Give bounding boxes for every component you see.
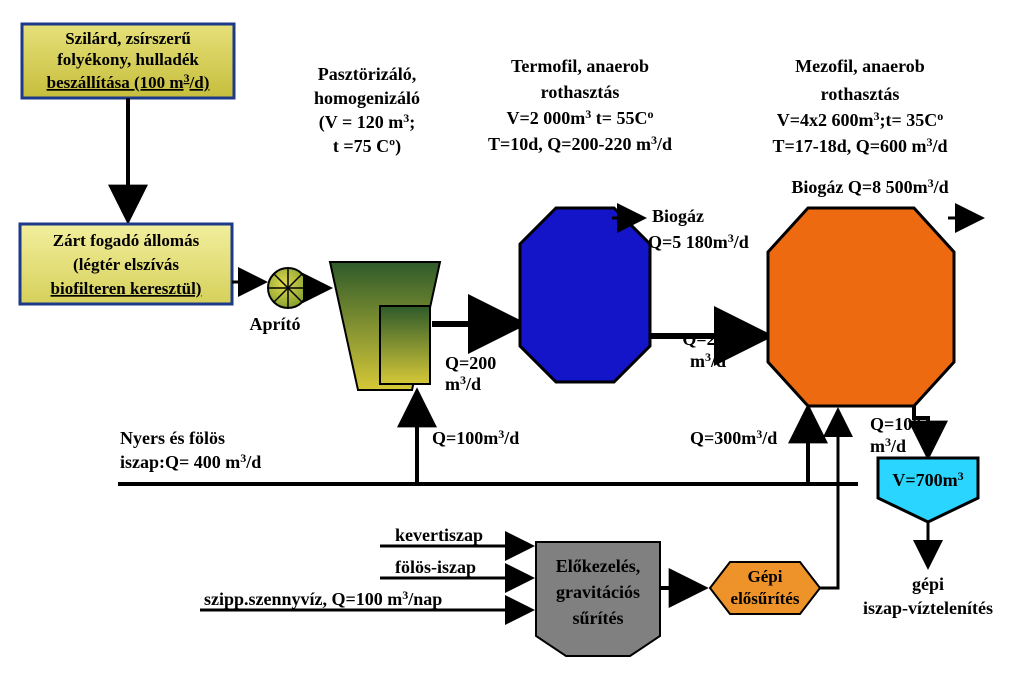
biogas-thermo-b: Q=5 180m3/d <box>648 231 749 252</box>
svg-text:V=700m3: V=700m3 <box>892 469 963 490</box>
input-box: Szilárd, zsírszerű folyékony, hulladék b… <box>22 24 234 98</box>
svg-text:Pasztörizáló,: Pasztörizáló, <box>318 64 416 84</box>
kevert-label: kevertiszap <box>395 525 483 545</box>
svg-text:elősűrítés: elősűrítés <box>731 589 800 608</box>
receiver-box: Zárt fogadó állomás (légtér elszívás bio… <box>20 224 232 304</box>
svg-text:T=17-18d, Q=600 m3/d: T=17-18d, Q=600 m3/d <box>772 135 947 156</box>
flow-q300: Q=300m3/d <box>690 427 777 448</box>
biogas-thermo-a: Biogáz <box>652 206 704 226</box>
svg-text:rothasztás: rothasztás <box>821 84 900 104</box>
svg-text:Gépi: Gépi <box>748 567 783 586</box>
raw-sludge-a: Nyers és fölös <box>120 428 225 448</box>
svg-text:(légtér elszívás: (légtér elszívás <box>73 255 179 274</box>
pasteurizer-shape <box>330 262 440 390</box>
flow-q200-2a: Q=200 <box>682 329 733 349</box>
flow-q100-down-a: Q=100 <box>870 414 921 434</box>
svg-text:sűrítés: sűrítés <box>573 608 624 628</box>
svg-text:gravitációs: gravitációs <box>556 582 640 602</box>
mesophilic-title: Mezofil, anaerob rothasztás V=4x2 600m3;… <box>772 56 948 197</box>
svg-text:T=10d, Q=200-220 m3/d: T=10d, Q=200-220 m3/d <box>488 133 672 154</box>
flow-q100-down-b: m3/d <box>870 435 906 456</box>
thermophilic-title: Termofil, anaerob rothasztás V=2 000m3 t… <box>488 56 672 154</box>
flow-q200-2b: m3/d <box>690 350 726 371</box>
dewater-a: gépi <box>912 574 944 594</box>
svg-text:V=2 000m3 t= 55Co: V=2 000m3 t= 55Co <box>507 107 654 128</box>
svg-text:folyékony, hulladék: folyékony, hulladék <box>57 50 199 69</box>
svg-text:homogenizáló: homogenizáló <box>314 88 420 108</box>
raw-sludge-b: iszap:Q= 400 m3/d <box>120 451 261 472</box>
svg-text:Szilárd, zsírszerű: Szilárd, zsírszerű <box>65 29 191 48</box>
folos-label: fölös-iszap <box>395 557 476 577</box>
pasteurizer-title: Pasztörizáló, homogenizáló (V = 120 m3; … <box>314 64 420 157</box>
svg-text:rothasztás: rothasztás <box>541 82 620 102</box>
pretreatment-box: Előkezelés, gravitációs sűrítés <box>536 542 660 656</box>
mesophilic-reactor <box>768 208 954 406</box>
buffer-tank: V=700m3 <box>878 458 978 522</box>
thermophilic-reactor <box>520 208 650 382</box>
arrow-thick-meso <box>820 412 838 588</box>
flow-q100-up: Q=100m3/d <box>432 427 519 448</box>
svg-text:V=4x2 600m3;t= 35Co: V=4x2 600m3;t= 35Co <box>777 109 944 130</box>
svg-text:Mezofil, anaerob: Mezofil, anaerob <box>795 56 925 76</box>
grinder-shape: Aprító <box>250 268 309 334</box>
thickener-box: Gépi elősűrítés <box>710 562 820 614</box>
dewater-b: iszap-víztelenítés <box>863 598 993 618</box>
svg-text:(V = 120 m3;: (V = 120 m3; <box>319 111 415 133</box>
szipp-label: szipp.szennyvíz, Q=100 m3/nap <box>204 588 442 609</box>
svg-text:Termofil, anaerob: Termofil, anaerob <box>511 56 649 76</box>
svg-text:Előkezelés,: Előkezelés, <box>556 556 640 576</box>
svg-text:Aprító: Aprító <box>250 314 301 334</box>
svg-text:t =75 Cº): t =75 Cº) <box>333 136 401 157</box>
flow-q200-1b: m3/d <box>445 373 481 394</box>
svg-text:biofilteren keresztül): biofilteren keresztül) <box>51 279 202 298</box>
svg-text:Zárt fogadó állomás: Zárt fogadó állomás <box>53 231 200 250</box>
flow-q200-1: Q=200 <box>445 353 496 373</box>
svg-text:Biogáz Q=8 500m3/d: Biogáz Q=8 500m3/d <box>791 176 948 197</box>
